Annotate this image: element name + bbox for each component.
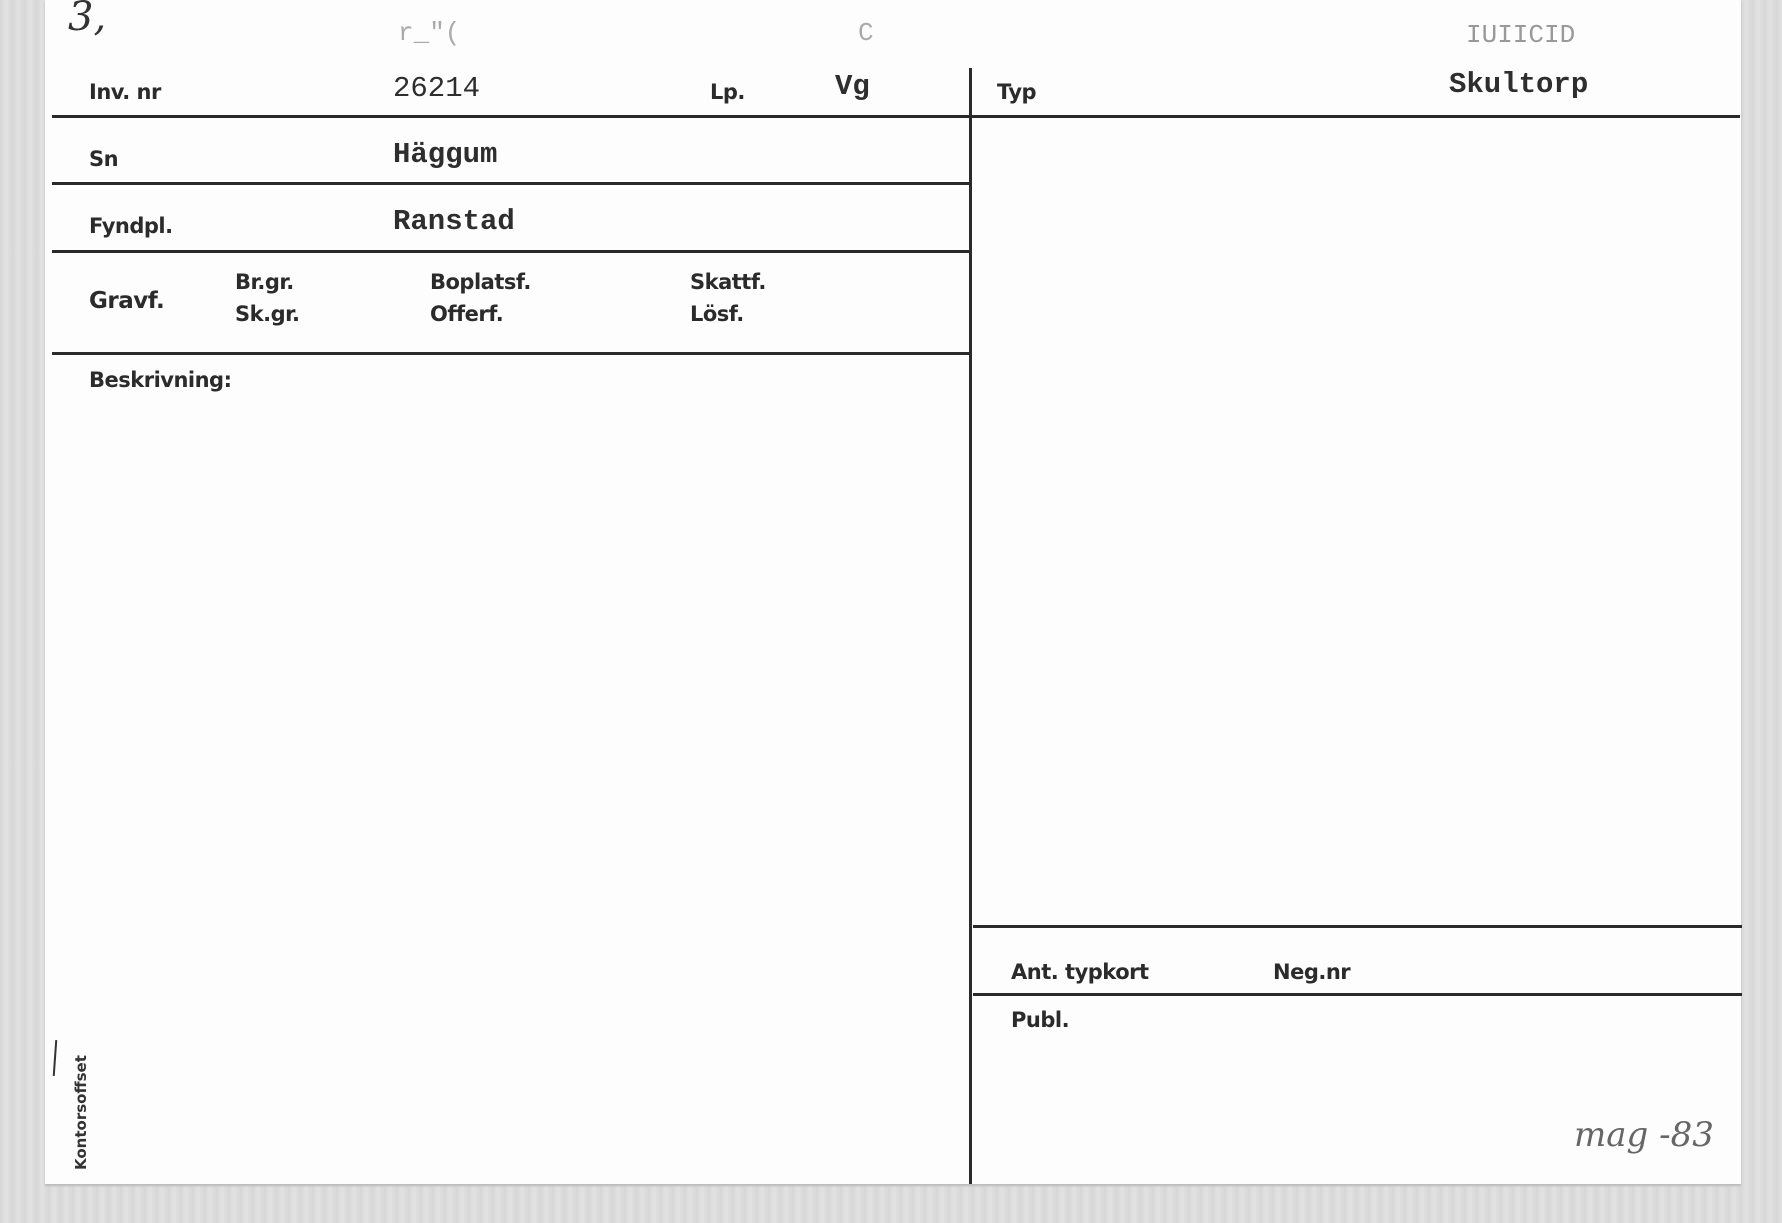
ant-typkort-label: Ant. typkort bbox=[1011, 960, 1149, 984]
sn-label: Sn bbox=[89, 147, 119, 171]
divider-line bbox=[52, 182, 972, 185]
corner-note: 3, bbox=[68, 0, 107, 40]
divider-line bbox=[973, 993, 1742, 996]
sk-gr-label: Sk.gr. bbox=[235, 302, 300, 326]
gravf-label: Gravf. bbox=[89, 288, 165, 314]
neg-nr-label: Neg.nr bbox=[1273, 960, 1351, 984]
printer-imprint: Kontorsoffset bbox=[72, 1055, 90, 1170]
br-gr-label: Br.gr. bbox=[235, 270, 294, 294]
divider-line bbox=[52, 352, 972, 355]
fyndpl-label: Fyndpl. bbox=[89, 214, 173, 238]
faded-mark: IUIICID bbox=[1466, 20, 1576, 50]
typ-label: Typ bbox=[997, 80, 1037, 104]
lp-value: Vg bbox=[835, 70, 870, 103]
catalog-card bbox=[45, 0, 1741, 1184]
skattf-label: Skattf. bbox=[690, 270, 766, 294]
handwritten-note: mag -83 bbox=[1574, 1115, 1714, 1155]
vertical-divider bbox=[969, 68, 972, 1184]
typ-value: Skultorp bbox=[1449, 68, 1589, 101]
divider-line bbox=[52, 250, 972, 253]
boplatsf-label: Boplatsf. bbox=[430, 270, 531, 294]
publ-label: Publ. bbox=[1011, 1008, 1070, 1032]
lp-label: Lp. bbox=[710, 80, 745, 104]
faded-mark: C bbox=[858, 18, 874, 48]
inv-nr-value: 26214 bbox=[393, 72, 481, 105]
losf-label: Lösf. bbox=[690, 302, 744, 326]
beskrivning-label: Beskrivning: bbox=[89, 368, 232, 392]
inv-nr-label: Inv. nr bbox=[89, 80, 161, 104]
fyndpl-value: Ranstad bbox=[393, 205, 515, 238]
divider-line bbox=[52, 115, 1740, 118]
divider-line bbox=[973, 925, 1742, 928]
sn-value: Häggum bbox=[393, 138, 498, 171]
offerf-label: Offerf. bbox=[430, 302, 504, 326]
faded-mark: r_"( bbox=[398, 18, 461, 48]
